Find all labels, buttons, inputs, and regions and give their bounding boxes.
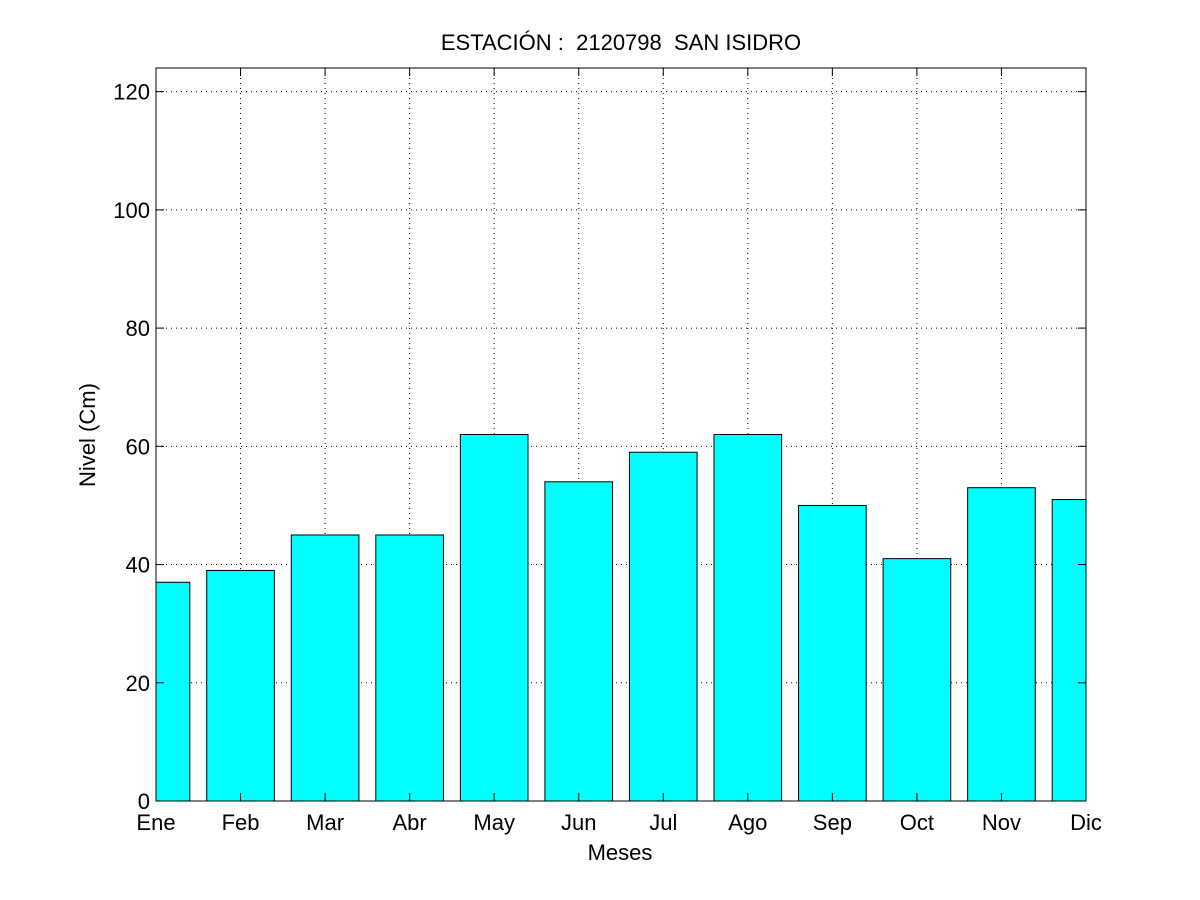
y-tick-label: 20 [126,671,150,696]
bar-nov [967,487,1036,801]
x-tick-label-mar: Mar [306,810,344,835]
y-tick-label: 100 [113,198,150,223]
x-tick-label-dic: Dic [1070,810,1102,835]
x-tick-label-sep: Sep [813,810,852,835]
x-tick-labels: Ene Feb Mar Abr May Jun Jul Ago Sep Oct Nov Dic [136,810,1101,835]
x-tick-label-abr: Abr [393,810,427,835]
bar-dic [1051,499,1086,801]
y-tick-label: 80 [126,316,150,341]
bar-oct [882,558,952,801]
bars-layer [156,434,1086,801]
bar-feb [206,569,275,801]
bar-ene [156,581,191,801]
bar-ago [713,434,783,801]
bar-jul [628,451,698,801]
bar-sep [798,504,867,801]
bar-group [156,434,1086,801]
x-tick-label-ene: Ene [136,810,175,835]
x-tick-label-jul: Jul [649,810,677,835]
x-tick-label-oct: Oct [900,810,934,835]
y-tick-label: 40 [126,553,150,578]
x-tick-label-ago: Ago [728,810,767,835]
bar-mar [290,534,360,801]
y-axis-label: Nivel (Cm) [75,383,100,487]
y-tick-label: 0 [138,789,150,814]
y-tick-label: 60 [126,434,150,459]
x-tick-label-jun: Jun [561,810,596,835]
x-axis-label: Meses [588,840,653,865]
x-tick-label-may: May [473,810,515,835]
bar-abr [375,534,444,801]
bar-jun [544,481,614,801]
y-tick-labels: 0 20 40 60 80 100 120 [113,80,150,814]
y-tick-label: 120 [113,80,150,105]
bar-may [459,434,529,801]
chart-title: ESTACIÓN : 2120798 SAN ISIDRO [441,30,801,55]
x-tick-label-feb: Feb [222,810,260,835]
x-tick-label-nov: Nov [982,810,1021,835]
plot-frame [155,67,1087,802]
